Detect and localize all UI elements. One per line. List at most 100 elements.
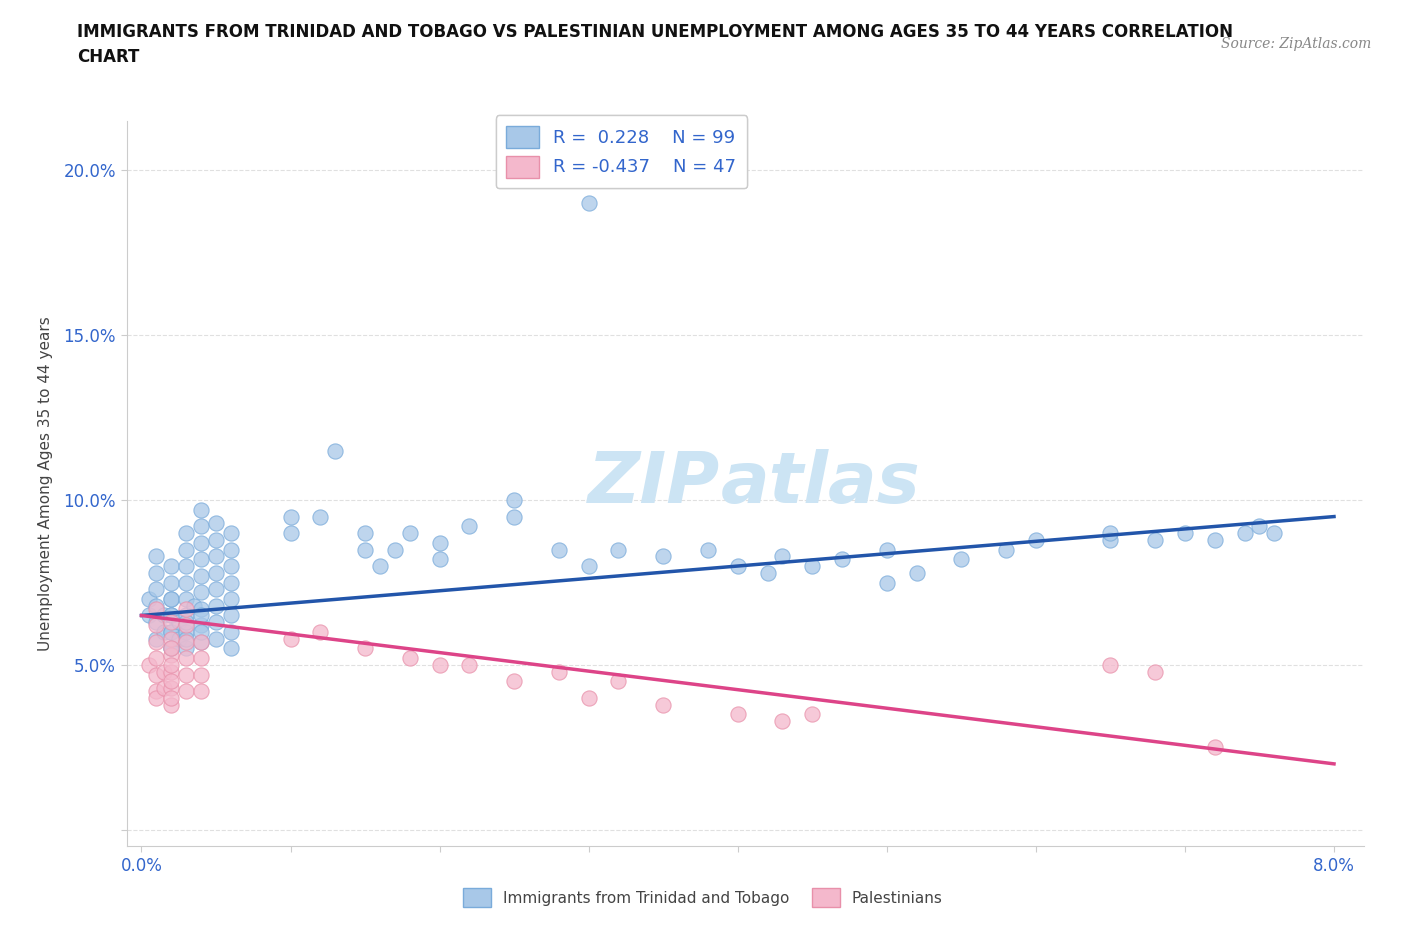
Point — [503, 493, 526, 508]
Point — [1263, 525, 1285, 540]
Point — [160, 681, 183, 696]
Point — [219, 559, 242, 574]
Point — [160, 674, 183, 689]
Point — [578, 559, 600, 574]
Point — [429, 536, 451, 551]
Point — [160, 641, 183, 656]
Point — [547, 542, 569, 557]
Point — [183, 598, 205, 613]
Point — [1099, 525, 1122, 540]
Point — [145, 598, 167, 613]
Point — [138, 658, 160, 672]
Point — [219, 575, 242, 590]
Point — [323, 444, 346, 458]
Point — [607, 674, 630, 689]
Point — [831, 552, 853, 567]
Point — [1174, 525, 1197, 540]
Point — [1144, 532, 1167, 547]
Point — [190, 602, 212, 617]
Point — [174, 602, 197, 617]
Point — [160, 575, 183, 590]
Point — [153, 681, 176, 696]
Point — [772, 549, 794, 564]
Point — [160, 658, 183, 672]
Point — [174, 625, 197, 640]
Point — [190, 608, 212, 623]
Point — [160, 641, 183, 656]
Point — [578, 196, 600, 211]
Point — [190, 585, 212, 600]
Point — [145, 602, 167, 617]
Point — [174, 684, 197, 698]
Point — [1099, 658, 1122, 672]
Point — [354, 542, 377, 557]
Point — [174, 618, 197, 632]
Point — [190, 625, 212, 640]
Point — [905, 565, 928, 580]
Point — [190, 684, 212, 698]
Point — [174, 641, 197, 656]
Point — [205, 581, 228, 596]
Point — [429, 552, 451, 567]
Point — [652, 698, 675, 712]
Point — [219, 625, 242, 640]
Point — [1233, 525, 1256, 540]
Point — [801, 559, 824, 574]
Point — [160, 631, 183, 646]
Point — [174, 631, 197, 646]
Point — [1204, 532, 1226, 547]
Point — [547, 664, 569, 679]
Point — [145, 684, 167, 698]
Point — [727, 707, 749, 722]
Point — [145, 668, 167, 683]
Point — [219, 542, 242, 557]
Point — [145, 581, 167, 596]
Point — [145, 651, 167, 666]
Point — [190, 552, 212, 567]
Point — [219, 525, 242, 540]
Point — [756, 565, 779, 580]
Point — [174, 634, 197, 649]
Point — [190, 634, 212, 649]
Point — [205, 565, 228, 580]
Point — [160, 664, 183, 679]
Point — [174, 651, 197, 666]
Point — [190, 502, 212, 517]
Point — [219, 591, 242, 606]
Point — [696, 542, 718, 557]
Point — [727, 559, 749, 574]
Point — [876, 575, 898, 590]
Point — [950, 552, 973, 567]
Point — [190, 519, 212, 534]
Point — [876, 542, 898, 557]
Point — [190, 634, 212, 649]
Point — [174, 668, 197, 683]
Point — [174, 615, 197, 630]
Point — [368, 559, 391, 574]
Point — [190, 668, 212, 683]
Point — [190, 618, 212, 632]
Point — [578, 690, 600, 705]
Point — [160, 608, 183, 623]
Point — [458, 519, 481, 534]
Point — [153, 608, 176, 623]
Point — [280, 631, 302, 646]
Point — [160, 641, 183, 656]
Point — [219, 608, 242, 623]
Text: CHART: CHART — [77, 48, 139, 66]
Point — [160, 615, 183, 630]
Point — [503, 509, 526, 524]
Point — [167, 615, 190, 630]
Point — [384, 542, 406, 557]
Point — [205, 631, 228, 646]
Point — [205, 516, 228, 531]
Point — [174, 542, 197, 557]
Point — [607, 542, 630, 557]
Point — [354, 641, 377, 656]
Point — [801, 707, 824, 722]
Point — [280, 509, 302, 524]
Point — [205, 615, 228, 630]
Point — [153, 664, 176, 679]
Point — [190, 651, 212, 666]
Point — [205, 532, 228, 547]
